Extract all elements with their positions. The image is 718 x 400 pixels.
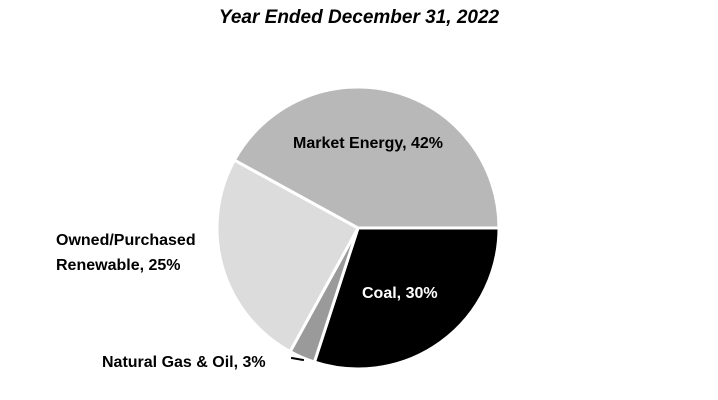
slice-label-owned-purchased-renewable: Owned/Purchased Renewable, 25% — [56, 232, 196, 274]
slice-label-natural-gas-oil: Natural Gas & Oil, 3% — [102, 354, 266, 371]
pie-slice-market-energy — [232, 85, 501, 230]
pie-slice-owned-purchased-renewable — [215, 158, 361, 354]
slice-label-coal: Coal, 30% — [362, 285, 438, 302]
chart-title: Year Ended December 31, 2022 — [218, 7, 500, 28]
pie-slice-coal — [312, 226, 501, 371]
slice-label-market-energy: Market Energy, 42% — [293, 135, 443, 152]
